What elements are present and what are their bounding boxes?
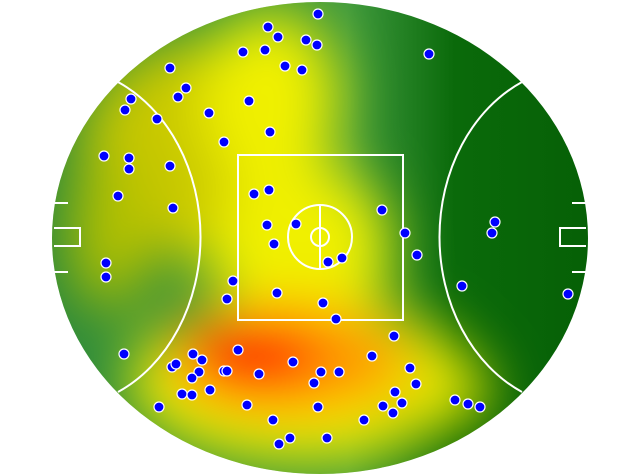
point [330,313,342,325]
point [170,358,182,370]
point [151,113,163,125]
point [264,126,276,138]
point [186,389,198,401]
point [300,34,312,46]
point [389,386,401,398]
point [410,378,422,390]
point [243,95,255,107]
point [253,368,265,380]
point [180,82,192,94]
point [248,188,260,200]
point [296,64,308,76]
point [462,398,474,410]
heatmap [52,2,588,474]
point [153,401,165,413]
point [100,271,112,283]
point [193,366,205,378]
point [315,366,327,378]
point [227,275,239,287]
point [336,252,348,264]
point [203,107,215,119]
point [321,432,333,444]
point [259,44,271,56]
point [308,377,320,389]
point [123,152,135,164]
point [112,190,124,202]
point [271,287,283,299]
point [489,216,501,228]
point [118,348,130,360]
point [172,91,184,103]
point [218,136,230,148]
point [388,330,400,342]
point [396,397,408,409]
point [377,400,389,412]
point [241,399,253,411]
point [187,348,199,360]
point [267,414,279,426]
point [123,163,135,175]
point [312,401,324,413]
point [456,280,468,292]
point [272,31,284,43]
point [232,344,244,356]
point [268,238,280,250]
point [279,60,291,72]
point [273,438,285,450]
point [317,297,329,309]
point [423,48,435,60]
point [404,362,416,374]
point [237,46,249,58]
point [100,257,112,269]
point [290,218,302,230]
point [387,407,399,419]
point [263,184,275,196]
point [287,356,299,368]
point [486,227,498,239]
point [196,354,208,366]
point [204,384,216,396]
point [164,160,176,172]
point [164,62,176,74]
point [399,227,411,239]
point [322,256,334,268]
point [311,39,323,51]
point [366,350,378,362]
point [312,8,324,20]
point [411,249,423,261]
point [262,21,274,33]
point [125,93,137,105]
point [474,401,486,413]
point [449,394,461,406]
point [358,414,370,426]
point [186,372,198,384]
point [562,288,574,300]
point [284,432,296,444]
point [333,366,345,378]
point [98,150,110,162]
point [119,104,131,116]
point [221,293,233,305]
point [176,388,188,400]
point [261,219,273,231]
point [221,365,233,377]
point [167,202,179,214]
point [376,204,388,216]
